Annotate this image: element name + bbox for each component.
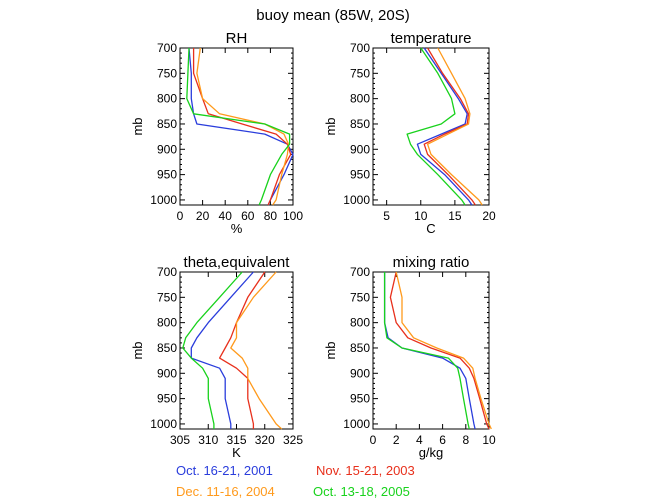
rh-ytick-label: 950 (157, 168, 177, 182)
temperature-ytick-label: 950 (350, 168, 370, 182)
theta-equivalent-xtick-label: 305 (170, 433, 190, 447)
rh-series-nov-15-21-2003 (192, 48, 292, 206)
temperature-series-oct-16-21-2001 (416, 47, 473, 206)
rh-series-oct-13-18-2005 (186, 47, 291, 206)
theta-equivalent-ytick-label: 850 (157, 341, 177, 355)
temperature-panel: temperature 700 750 800 850 900 950 1000 5 10 15 20… (323, 30, 496, 236)
theta-equivalent-series-nov-15-21-2003 (218, 271, 266, 429)
mixing-ratio-xtick-label: 8 (462, 433, 469, 447)
temperature-ytick-label: 900 (350, 142, 370, 156)
temperature-xlabel: C (426, 221, 435, 236)
temperature-ylabel: mb (323, 117, 338, 135)
mixing-ratio-ytick-label: 700 (350, 265, 370, 279)
mixing-ratio-xtick-label: 0 (370, 433, 377, 447)
rh-ytick-label: 800 (157, 92, 177, 106)
mixing-ratio-ytick-label: 850 (350, 341, 370, 355)
figure-title: buoy mean (85W, 20S) (256, 7, 409, 24)
temperature-series-dec-11-16-2004 (426, 47, 483, 206)
theta-equivalent-ytick-label: 700 (157, 265, 177, 279)
temperature-xtick-label: 10 (414, 209, 428, 223)
temperature-xtick-label: 15 (448, 209, 462, 223)
temperature-title: temperature (391, 30, 472, 47)
rh-ytick-label: 1000 (150, 193, 177, 207)
rh-xtick-label: 0 (177, 209, 184, 223)
mixing-ratio-xtick-label: 4 (416, 433, 423, 447)
mixing-ratio-ytick-label: 750 (350, 290, 370, 304)
theta-equivalent-panel: theta,equivalent 700 750 800 850 900 950 1000 30… (130, 254, 303, 460)
rh-xtick-label: 80 (264, 209, 278, 223)
rh-ytick-label: 850 (157, 117, 177, 131)
mixing-ratio-series-oct-16-21-2001 (383, 272, 476, 430)
mixing-ratio-ytick-label: 800 (350, 316, 370, 330)
theta-equivalent-xtick-label: 315 (226, 433, 246, 447)
rh-ytick-label: 700 (157, 41, 177, 55)
theta-equivalent-ytick-label: 1000 (150, 417, 177, 431)
temperature-xtick-label: 20 (482, 209, 496, 223)
rh-series-dec-11-16-2004 (196, 47, 290, 206)
theta-equivalent-title: theta,equivalent (184, 254, 291, 271)
theta-equivalent-series-oct-13-18-2005 (182, 271, 243, 429)
rh-xtick-label: 20 (196, 209, 210, 223)
mixing-ratio-ytick-label: 1000 (343, 417, 370, 431)
mixing-ratio-xtick-label: 10 (482, 433, 496, 447)
rh-xtick-label: 100 (283, 209, 303, 223)
theta-equivalent-xtick-label: 320 (255, 433, 275, 447)
mixing-ratio-series-oct-13-18-2005 (383, 272, 470, 430)
mixing-ratio-ytick-label: 900 (350, 366, 370, 380)
mixing-ratio-series-dec-11-16-2004 (395, 271, 492, 430)
mixing-ratio-ytick-label: 950 (350, 392, 370, 406)
mixing-ratio-xlabel: g/kg (419, 445, 444, 460)
rh-frame (179, 47, 294, 206)
temperature-series-nov-15-21-2003 (423, 47, 476, 206)
temperature-xtick-label: 5 (383, 209, 390, 223)
rh-xtick-label: 60 (241, 209, 255, 223)
theta-equivalent-frame (179, 271, 294, 430)
mixing-ratio-title: mixing ratio (393, 254, 470, 271)
temperature-ytick-label: 850 (350, 117, 370, 131)
mixing-ratio-series-nov-15-21-2003 (389, 271, 490, 430)
temperature-ytick-label: 700 (350, 41, 370, 55)
legend-item-oct-2001: Oct. 16-21, 2001 (176, 463, 273, 478)
mixing-ratio-xtick-label: 6 (439, 433, 446, 447)
rh-ytick-label: 900 (157, 142, 177, 156)
theta-equivalent-ylabel: mb (130, 341, 145, 359)
temperature-series-oct-13-18-2005 (406, 47, 466, 206)
theta-equivalent-ytick-label: 900 (157, 366, 177, 380)
temperature-ytick-label: 750 (350, 66, 370, 80)
theta-equivalent-xtick-label: 325 (283, 433, 303, 447)
temperature-ytick-label: 800 (350, 92, 370, 106)
temperature-ytick-label: 1000 (343, 193, 370, 207)
theta-equivalent-ytick-label: 950 (157, 392, 177, 406)
mixing-ratio-frame (372, 271, 490, 430)
mixing-ratio-ylabel: mb (323, 341, 338, 359)
rh-title: RH (226, 30, 248, 47)
rh-ylabel: mb (130, 117, 145, 135)
rh-xtick-label: 40 (219, 209, 233, 223)
legend-item-dec-2004: Dec. 11-16, 2004 (176, 484, 275, 499)
theta-equivalent-xtick-label: 310 (198, 433, 218, 447)
mixing-ratio-xtick-label: 2 (393, 433, 400, 447)
theta-equivalent-ytick-label: 750 (157, 290, 177, 304)
temperature-frame (372, 47, 490, 206)
theta-equivalent-xlabel: K (232, 445, 241, 460)
rh-ytick-label: 750 (157, 66, 177, 80)
theta-equivalent-series-oct-16-21-2001 (190, 271, 254, 429)
rh-xlabel: % (231, 221, 243, 236)
theta-equivalent-ytick-label: 800 (157, 316, 177, 330)
theta-equivalent-series-dec-11-16-2004 (230, 271, 283, 430)
legend-item-nov-2003: Nov. 15-21, 2003 (316, 463, 415, 478)
legend-item-oct-2005: Oct. 13-18, 2005 (313, 484, 410, 499)
